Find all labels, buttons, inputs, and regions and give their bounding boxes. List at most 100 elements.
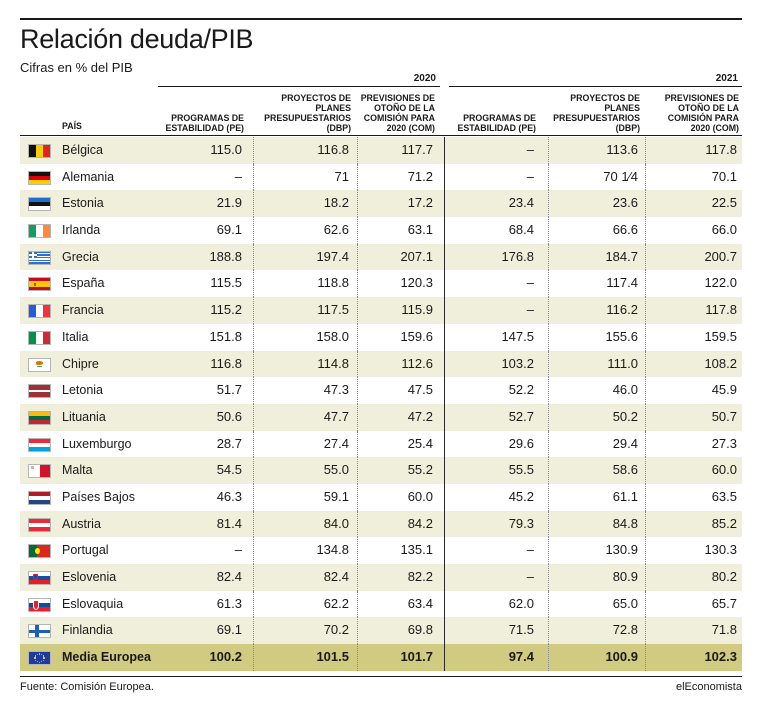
value-cell-col3: 159.6 [400,328,433,344]
column-divider [253,403,254,431]
estonia-flag [28,197,51,212]
column-divider [548,297,549,324]
value-cell-col2: 117.5 [317,302,349,318]
table-row: Bélgica 115.0 116.8 117.7 – 113.6 117.8 [20,137,742,164]
year-divider [444,564,445,591]
value-cell-col5: 84.8 [612,515,638,531]
column-divider [357,243,358,271]
germany-flag [28,170,51,185]
year-divider [444,190,445,218]
column-divider [357,644,358,671]
value-cell-col3: 135.1 [400,542,433,558]
value-cell-col1: 61.3 [216,595,242,611]
column-divider [548,590,549,618]
column-divider [645,323,646,351]
column-divider [253,457,254,484]
luxembourg-flag [28,437,51,452]
column-divider [548,190,549,218]
column-divider [357,270,358,298]
year-divider [444,644,445,671]
value-cell-col3: 84.2 [407,515,433,531]
value-cell-col1: 115.5 [210,275,242,291]
top-rule [20,18,742,20]
value-cell-col2: 118.8 [317,275,349,291]
column-divider [357,323,358,351]
value-cell-col2: 59.1 [323,488,349,504]
column-divider [357,217,358,244]
chart-subtitle: Cifras en % del PIB [20,60,133,75]
value-cell-col4: 68.4 [508,222,534,238]
country-name: Malta [62,463,93,478]
column-divider [645,483,646,511]
column-divider [645,510,646,538]
value-cell-col5: 72.8 [612,622,638,638]
table-row: España 115.5 118.8 120.3 – 117.4 122.0 [20,270,742,298]
value-cell-col6: 159.5 [704,328,737,344]
value-cell-col2: 82.4 [323,569,349,584]
country-name: Grecia [62,249,99,264]
column-divider [548,457,549,484]
ireland-flag [28,224,51,239]
country-name: España [62,276,105,291]
value-cell-col3: 69.8 [407,622,433,638]
value-cell-col3: 112.6 [401,355,433,371]
value-cell-col6: 102.3 [704,649,737,665]
value-cell-col6: 22.5 [711,195,737,211]
column-divider [548,270,549,298]
value-cell-col2: 55.0 [323,462,349,478]
country-name: Austria [62,516,101,531]
cyprus-flag [28,357,51,372]
value-cell-col6: 117.8 [705,142,737,157]
value-cell-col3: 60.0 [407,488,433,504]
country-name: Letonia [62,383,104,398]
value-cell-col2: 101.5 [316,649,349,665]
year-divider [444,163,445,191]
finland-flag [28,624,51,639]
column-divider [253,483,254,511]
value-cell-col5: 46.0 [612,382,638,398]
year-rule-2020 [158,86,440,87]
column-divider [357,430,358,458]
column-divider [253,350,254,378]
value-cell-col2: 62.2 [323,595,349,611]
column-divider [357,297,358,324]
value-cell-col1: 50.6 [216,408,242,424]
value-cell-col4: 79.3 [508,515,534,531]
country-name: Italia [62,329,89,344]
value-cell-col4: 55.5 [508,462,534,478]
portugal-flag [28,544,51,559]
value-cell-col5: 184.7 [605,248,638,264]
column-divider [357,137,358,164]
table-row: Finlandia 69.1 70.2 69.8 71.5 72.8 71.8 [20,617,742,645]
year-divider [444,297,445,324]
value-cell-col1: 116.8 [210,355,242,371]
value-cell-col6: 117.8 [705,302,737,318]
value-cell-col5: 66.6 [612,222,638,238]
table-row: Irlanda 69.1 62.6 63.1 68.4 66.6 66.0 [20,217,742,244]
column-divider [357,190,358,218]
column-header-4: PROGRAMAS DE ESTABILIDAD (PE) [457,113,536,133]
bottom-rule [20,676,742,677]
column-divider [253,190,254,218]
greece-flag [28,250,51,265]
value-cell-col1: 115.0 [210,142,242,157]
chart-title: Relación deuda/PIB [20,24,254,54]
value-cell-col5: 58.6 [612,462,638,478]
column-divider [548,350,549,378]
value-cell-col5: 130.9 [605,542,638,558]
value-cell-col2: 47.3 [323,382,349,398]
column-divider [548,243,549,271]
year-divider [444,243,445,271]
value-cell-col1: 54.5 [216,462,242,478]
value-cell-col1: 51.7 [216,382,242,398]
value-cell-col2: 197.4 [316,248,349,264]
column-divider [548,163,549,191]
table-row: Lituania 50.6 47.7 47.2 52.7 50.2 50.7 [20,403,742,431]
value-cell-col2: 27.4 [323,435,349,451]
value-cell-col1: – [234,542,242,558]
value-cell-col2: 47.7 [323,408,349,424]
eu-flag [28,651,51,666]
column-divider [645,644,646,671]
slovakia-flag [28,597,51,612]
value-cell-col6: 45.9 [711,382,737,398]
